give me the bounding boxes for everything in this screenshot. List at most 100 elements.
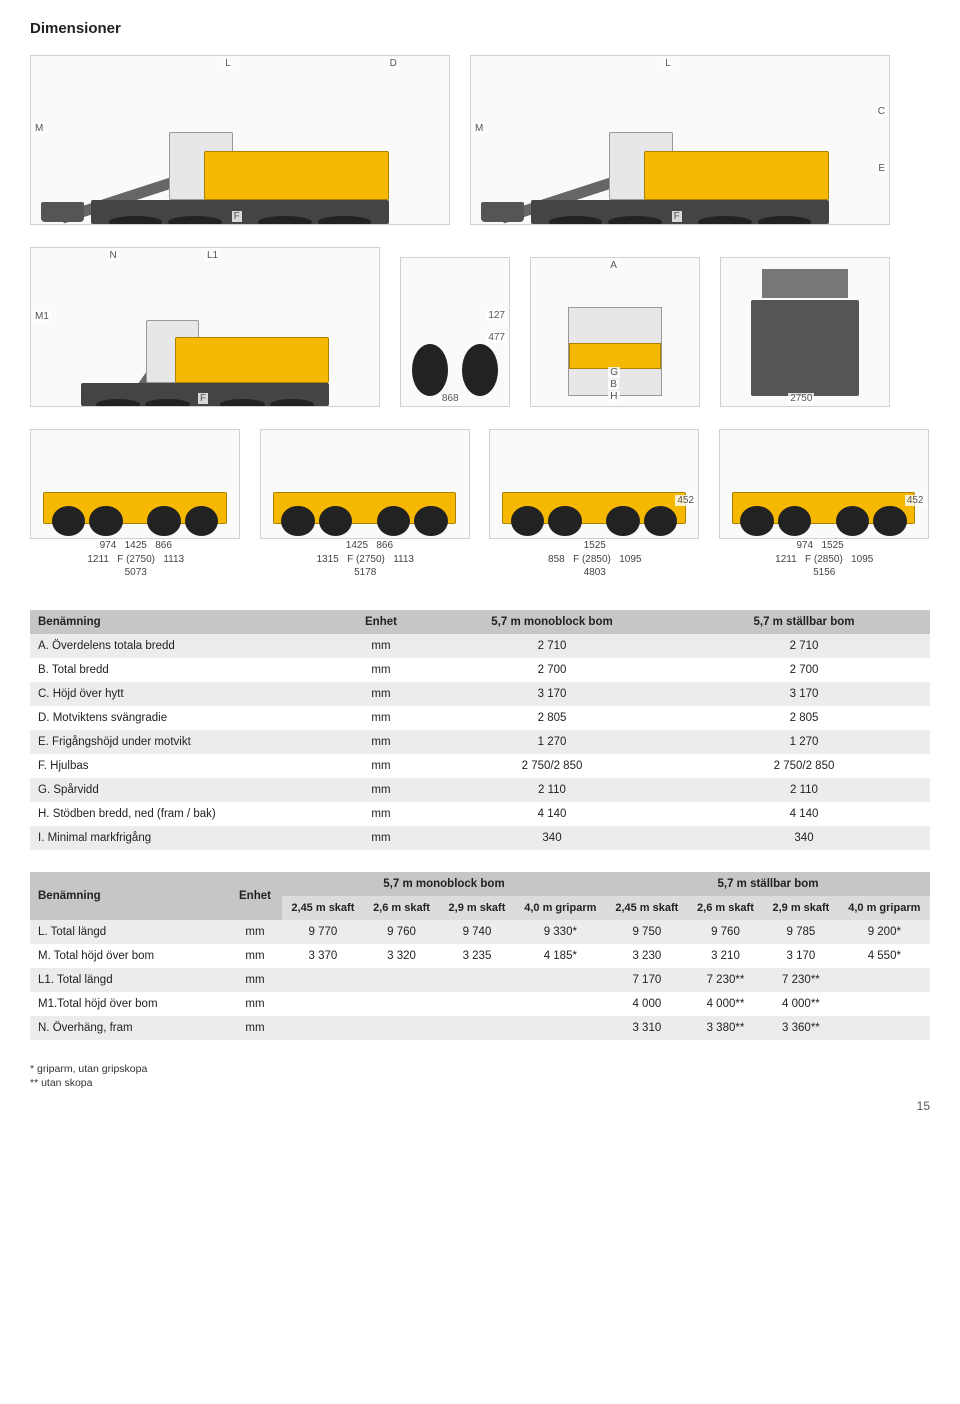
dim-value: 974 1525 [719,539,931,553]
cell-value [364,1016,439,1040]
cell-name: L. Total längd [30,920,228,944]
page-number: 15 [30,1099,930,1113]
dim-value: 4803 [489,566,701,580]
th-sub: 4,0 m griparm [839,896,930,920]
th-sub: 2,6 m skaft [688,896,763,920]
cell-value: 1 270 [678,730,930,754]
cell-value: 4 000** [688,992,763,1016]
dim-value: 5178 [260,566,472,580]
th-sub: 2,9 m skaft [763,896,838,920]
cell-value [364,968,439,992]
cell-unit: mm [336,682,426,706]
th-sub: 2,45 m skaft [606,896,688,920]
dim-value: 1315 F (2750) 1113 [260,553,472,567]
cell-value: 340 [678,826,930,850]
cell-value: 9 770 [282,920,364,944]
cell-value: 3 170 [426,682,678,706]
cell-name: L1. Total längd [30,968,228,992]
diagram-area: L D M F L M C E F [30,55,930,580]
footnote-a: * griparm, utan gripskopa [30,1062,930,1077]
chassis-callouts: 1525 858 F (2850) 10954803 [489,539,701,580]
footnotes: * griparm, utan gripskopa ** utan skopa [30,1062,930,1091]
dim-letter: F [672,211,682,222]
cell-value [515,968,606,992]
cell-name: D. Motviktens svängradie [30,706,336,730]
cell-value: 3 310 [606,1016,688,1040]
cell-value: 9 760 [688,920,763,944]
table-row: F. Hjulbasmm2 750/2 8502 750/2 850 [30,754,930,778]
cell-value: 2 805 [678,706,930,730]
cell-value: 9 785 [763,920,838,944]
cell-value: 7 230** [688,968,763,992]
table-row: A. Överdelens totala breddmm2 7102 710 [30,634,930,658]
cell-value: 4 185* [515,944,606,968]
cell-value: 2 110 [678,778,930,802]
th-unit: Enhet [336,610,426,634]
chassis-diagram: 452 [489,429,699,539]
cell-value [515,992,606,1016]
dim-value: 974 1425 866 [30,539,242,553]
cell-value: 3 230 [606,944,688,968]
dim-letter: E [876,163,887,174]
cell-value [439,992,514,1016]
side-view-3: N L1 M1 F [30,247,380,407]
th-group2: 5,7 m ställbar bom [606,872,930,896]
cell-value [515,1016,606,1040]
chassis-variant: 1425 8661315 F (2750) 11135178 [260,429,472,580]
th-sub: 4,0 m griparm [515,896,606,920]
cell-value [439,1016,514,1040]
cell-value: 1 270 [426,730,678,754]
chassis-callouts: 1425 8661315 F (2750) 11135178 [260,539,472,580]
table-row: M. Total höjd över bommm3 3703 3203 2354… [30,944,930,968]
dim-letter: A [608,260,619,271]
cell-unit: mm [336,730,426,754]
cell-unit: mm [336,658,426,682]
dim-letter: N [108,250,119,261]
dim-letter: L [223,58,233,69]
cell-value: 3 380** [688,1016,763,1040]
rear-view: 2750 [720,257,890,407]
cell-value: 4 000 [606,992,688,1016]
cell-unit: mm [336,754,426,778]
cell-value: 7 230** [763,968,838,992]
chassis-variant: 974 1425 8661211 F (2750) 11135073 [30,429,242,580]
cell-value [364,992,439,1016]
cell-value [282,1016,364,1040]
cell-value: 9 740 [439,920,514,944]
cell-value: 7 170 [606,968,688,992]
cell-unit: mm [336,778,426,802]
cell-value [839,968,930,992]
side-view-1: L D M F [30,55,450,225]
dim-value: 5073 [30,566,242,580]
table-row: E. Frigångshöjd under motviktmm1 2701 27… [30,730,930,754]
chassis-diagram [260,429,470,539]
front-view: A G B H [530,257,700,407]
dim-value: 1525 [489,539,701,553]
cell-value: 2 710 [426,634,678,658]
dim-letter: F [232,211,242,222]
cell-name: H. Stödben bredd, ned (fram / bak) [30,802,336,826]
dim-letter: F [198,393,208,404]
table-row: L. Total längdmm9 7709 7609 7409 330*9 7… [30,920,930,944]
table-row: N. Överhäng, frammm3 3103 380**3 360** [30,1016,930,1040]
cell-value: 9 750 [606,920,688,944]
dim-value: 1211 F (2850) 1095 [719,553,931,567]
cell-name: A. Överdelens totala bredd [30,634,336,658]
cell-unit: mm [228,1016,282,1040]
cell-unit: mm [228,992,282,1016]
footnote-b: ** utan skopa [30,1076,930,1091]
cell-value: 2 750/2 850 [426,754,678,778]
cell-name: M. Total höjd över bom [30,944,228,968]
cell-value: 9 200* [839,920,930,944]
cell-value: 3 235 [439,944,514,968]
cell-name: C. Höjd över hytt [30,682,336,706]
table-row: I. Minimal markfrigångmm340340 [30,826,930,850]
cell-unit: mm [336,706,426,730]
dim-letter: B [608,379,619,390]
cell-name: F. Hjulbas [30,754,336,778]
cell-value: 3 370 [282,944,364,968]
th-sub: 2,6 m skaft [364,896,439,920]
dimensions-table-1: Benämning Enhet 5,7 m monoblock bom 5,7 … [30,610,930,850]
dim-letter: H [608,391,619,402]
dim-value: 477 [486,332,507,343]
